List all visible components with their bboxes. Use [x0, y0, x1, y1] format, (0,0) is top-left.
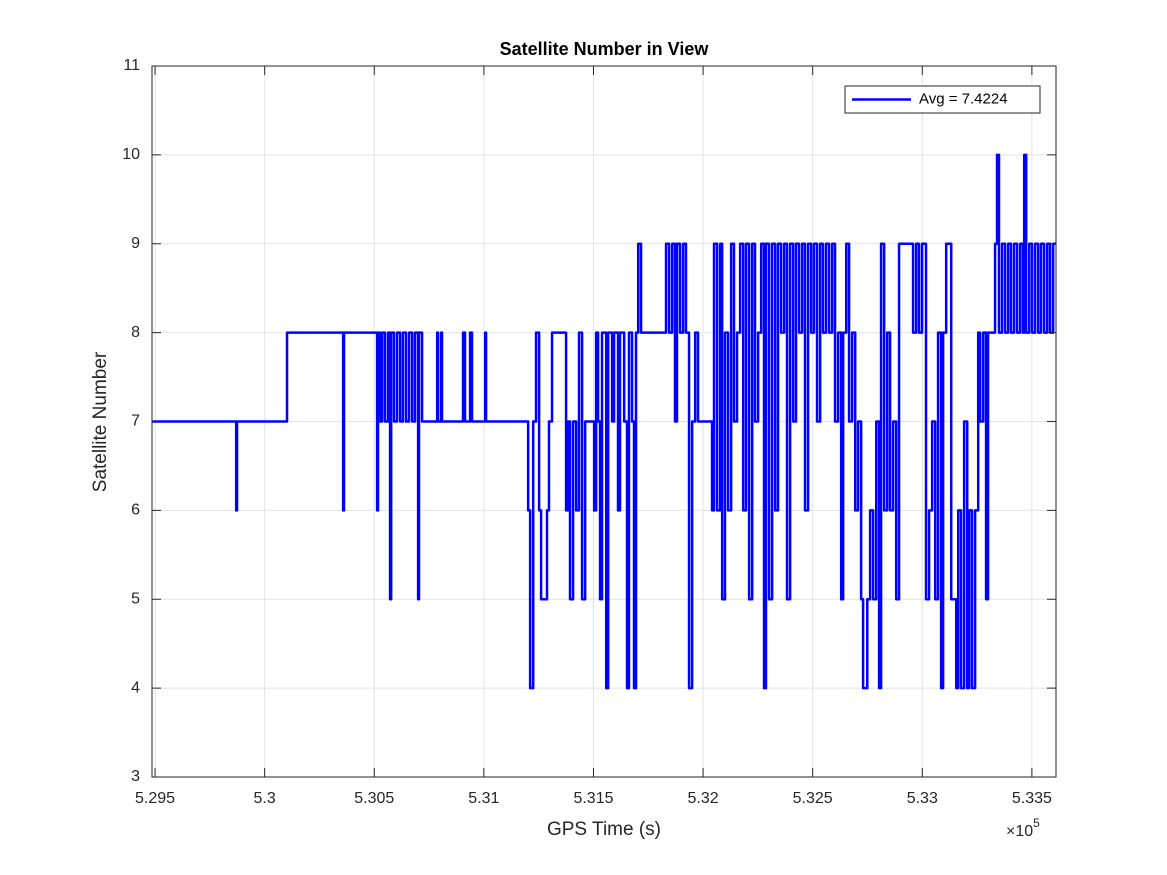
x-tick-label: 5.31: [468, 790, 499, 807]
x-exponent: ×105: [1006, 816, 1040, 840]
y-tick-label: 10: [122, 146, 140, 163]
x-exponent-power: 5: [1033, 816, 1040, 830]
legend: Avg = 7.4224: [844, 85, 1041, 114]
axes-box: [151, 65, 1057, 778]
x-tick-label: 5.335: [1012, 790, 1052, 807]
x-tick-label: 5.295: [135, 790, 175, 807]
x-tick-label: 5.33: [907, 790, 938, 807]
x-tick-label: 5.325: [793, 790, 833, 807]
axes: 5.295 5.3 5.305 5.31 5.315 5.32 5.325 5.33 5.335…: [122, 57, 1057, 807]
plot: [152, 153, 1056, 690]
data-line: [152, 153, 1056, 690]
x-exponent-base: ×10: [1006, 823, 1033, 840]
x-tick-label: 5.315: [573, 790, 613, 807]
chart-title: Satellite Number in View: [500, 39, 710, 59]
y-axis-label: Satellite Number: [90, 351, 111, 492]
y-tick-label: 3: [131, 768, 140, 785]
y-tick-label: 8: [131, 324, 140, 341]
x-axis-label: GPS Time (s): [547, 819, 661, 840]
y-tick-label: 5: [131, 590, 140, 607]
x-tick-label: 5.3: [254, 790, 276, 807]
y-tick-label: 6: [131, 502, 140, 519]
x-tick-label: 5.32: [688, 790, 719, 807]
y-tick-label: 7: [131, 413, 140, 430]
y-tick-label: 11: [123, 57, 140, 74]
x-tick-label: 5.305: [354, 790, 394, 807]
y-tick-label: 4: [131, 679, 140, 696]
y-tick-label: 9: [131, 235, 140, 252]
legend-label: Avg = 7.4224: [919, 90, 1008, 107]
